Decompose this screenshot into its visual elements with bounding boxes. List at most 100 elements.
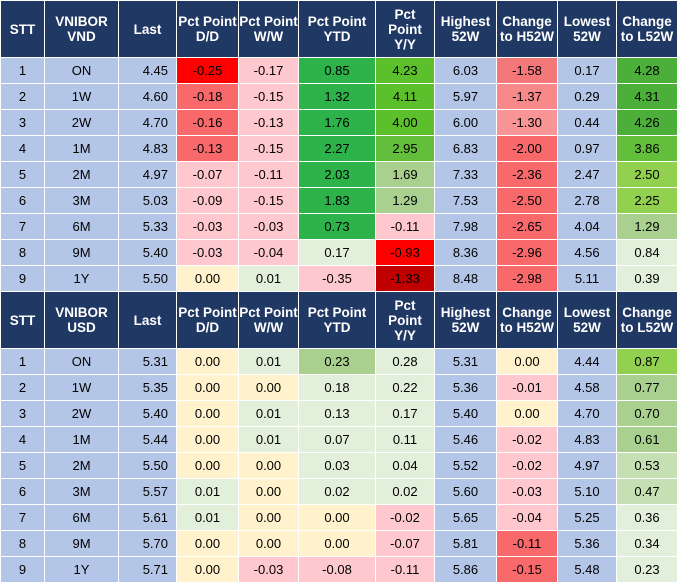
l52-cell: 5.36 [557, 530, 617, 557]
ww-cell: -0.04 [238, 239, 299, 266]
dd-cell: -0.13 [176, 135, 239, 162]
term-cell: 3M [44, 478, 119, 505]
chl-cell: 0.34 [616, 530, 678, 557]
ytd-cell: 0.18 [298, 374, 376, 401]
stt-cell: 8 [0, 239, 45, 266]
dd-cell: 0.00 [176, 452, 239, 479]
last-cell: 5.50 [118, 452, 177, 479]
chh-cell: -0.02 [496, 452, 558, 479]
table-row: 5 2M 4.97 -0.07 -0.11 2.03 1.69 7.33 -2.36 2.47 2.… [0, 161, 678, 188]
last-cell: 5.35 [118, 374, 177, 401]
last-cell: 5.31 [118, 348, 177, 375]
l52-cell: 0.44 [557, 109, 617, 136]
term-cell: 2W [44, 109, 119, 136]
yy-cell: -1.33 [375, 265, 435, 292]
header-change-h52w: Change to H52W [496, 0, 558, 58]
chl-cell: 4.31 [616, 83, 678, 110]
vnd-header-row: STT VNIBOR VND Last Pct Point D/D Pct Po… [0, 0, 678, 58]
h52-cell: 5.86 [434, 556, 497, 583]
last-cell: 4.60 [118, 83, 177, 110]
yy-cell: -0.11 [375, 213, 435, 240]
last-cell: 5.61 [118, 504, 177, 531]
table-row: 6 3M 5.03 -0.09 -0.15 1.83 1.29 7.53 -2.50 2.78 2.… [0, 187, 678, 214]
dd-cell: -0.03 [176, 213, 239, 240]
last-cell: 4.70 [118, 109, 177, 136]
stt-cell: 3 [0, 400, 45, 427]
term-cell: 1Y [44, 556, 119, 583]
header-highest-52w: Highest 52W [434, 0, 497, 58]
stt-cell: 4 [0, 426, 45, 453]
term-cell: 1Y [44, 265, 119, 292]
ww-cell: -0.03 [238, 213, 299, 240]
stt-cell: 5 [0, 452, 45, 479]
table-row: 4 1M 4.83 -0.13 -0.15 2.27 2.95 6.83 -2.00 0.97 3.… [0, 135, 678, 162]
yy-cell: 4.23 [375, 57, 435, 84]
chh-cell: -2.36 [496, 161, 558, 188]
dd-cell: 0.00 [176, 265, 239, 292]
term-cell: 2M [44, 161, 119, 188]
yy-cell: 0.22 [375, 374, 435, 401]
h52-cell: 6.00 [434, 109, 497, 136]
dd-cell: 0.00 [176, 400, 239, 427]
ytd-cell: 2.27 [298, 135, 376, 162]
dd-cell: -0.25 [176, 57, 239, 84]
header-stt: STT [0, 291, 45, 349]
table-row: 2 1W 5.35 0.00 0.00 0.18 0.22 5.36 -0.01 4.58 0.77 [0, 374, 678, 401]
l52-cell: 2.47 [557, 161, 617, 188]
h52-cell: 5.36 [434, 374, 497, 401]
l52-cell: 2.78 [557, 187, 617, 214]
header-pct-ytd: Pct Point YTD [298, 291, 376, 349]
chh-cell: -1.58 [496, 57, 558, 84]
l52-cell: 4.70 [557, 400, 617, 427]
table-row: 5 2M 5.50 0.00 0.00 0.03 0.04 5.52 -0.02 4.97 0.53 [0, 452, 678, 479]
ytd-cell: 2.03 [298, 161, 376, 188]
yy-cell: -0.07 [375, 530, 435, 557]
chl-cell: 0.70 [616, 400, 678, 427]
chh-cell: -0.03 [496, 478, 558, 505]
header-pct-ww: Pct Point W/W [238, 291, 299, 349]
h52-cell: 6.03 [434, 57, 497, 84]
dd-cell: 0.00 [176, 530, 239, 557]
term-cell: 2M [44, 452, 119, 479]
chl-cell: 0.23 [616, 556, 678, 583]
header-pct-yy: Pct Point Y/Y [375, 291, 435, 349]
yy-cell: 0.17 [375, 400, 435, 427]
ytd-cell: 1.83 [298, 187, 376, 214]
h52-cell: 5.81 [434, 530, 497, 557]
last-cell: 5.40 [118, 400, 177, 427]
l52-cell: 4.58 [557, 374, 617, 401]
l52-cell: 4.04 [557, 213, 617, 240]
last-cell: 5.33 [118, 213, 177, 240]
h52-cell: 7.98 [434, 213, 497, 240]
table-row: 7 6M 5.61 0.01 0.00 0.00 -0.02 5.65 -0.04 5.25 0.3… [0, 504, 678, 531]
chh-cell: -1.37 [496, 83, 558, 110]
yy-cell: 0.28 [375, 348, 435, 375]
stt-cell: 4 [0, 135, 45, 162]
term-cell: ON [44, 348, 119, 375]
term-cell: 1W [44, 83, 119, 110]
stt-cell: 1 [0, 57, 45, 84]
h52-cell: 5.46 [434, 426, 497, 453]
h52-cell: 5.52 [434, 452, 497, 479]
ww-cell: -0.13 [238, 109, 299, 136]
header-lowest-52w: Lowest 52W [557, 0, 617, 58]
h52-cell: 5.65 [434, 504, 497, 531]
ww-cell: 0.00 [238, 530, 299, 557]
stt-cell: 6 [0, 478, 45, 505]
header-pct-yy: Pct Point Y/Y [375, 0, 435, 58]
table-row: 7 6M 5.33 -0.03 -0.03 0.73 -0.11 7.98 -2.65 4.04 1… [0, 213, 678, 240]
ytd-cell: -0.35 [298, 265, 376, 292]
yy-cell: 4.11 [375, 83, 435, 110]
h52-cell: 5.40 [434, 400, 497, 427]
chh-cell: -2.00 [496, 135, 558, 162]
ww-cell: 0.01 [238, 426, 299, 453]
stt-cell: 2 [0, 374, 45, 401]
stt-cell: 5 [0, 161, 45, 188]
header-lowest-52w: Lowest 52W [557, 291, 617, 349]
term-cell: 2W [44, 400, 119, 427]
yy-cell: -0.11 [375, 556, 435, 583]
last-cell: 4.97 [118, 161, 177, 188]
chl-cell: 3.86 [616, 135, 678, 162]
term-cell: 9M [44, 239, 119, 266]
chl-cell: 0.39 [616, 265, 678, 292]
